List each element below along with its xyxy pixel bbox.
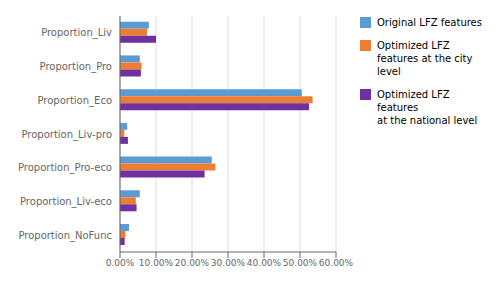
svg-text:0.00%: 0.00% [106, 258, 135, 268]
html-text:at the national level: at the national level [377, 115, 478, 126]
svg-text:Proportion_Liv: Proportion_Liv [41, 27, 112, 39]
svg-text:Proportion_Liv-pro: Proportion_Liv-pro [21, 129, 112, 141]
html-text:Optimized LFZ features: Optimized LFZ features [377, 89, 450, 113]
html-text:features at the city level: features at the city level [377, 53, 473, 77]
svg-text:60.00%: 60.00% [319, 258, 354, 268]
svg-text:Proportion_Pro: Proportion_Pro [40, 61, 112, 73]
html-text:Optimized LFZ: Optimized LFZ [377, 40, 450, 51]
svg-text:40.00%: 40.00% [247, 258, 282, 268]
svg-text:20.00%: 20.00% [175, 258, 210, 268]
svg-text:Proportion_Pro-eco: Proportion_Pro-eco [18, 162, 112, 174]
svg-text:10.00%: 10.00% [139, 258, 174, 268]
svg-text:30.00%: 30.00% [211, 258, 246, 268]
svg-text:Proportion_NoFunc: Proportion_NoFunc [18, 230, 112, 242]
svg-text:Proportion_Liv-eco: Proportion_Liv-eco [20, 196, 112, 208]
svg-text:Proportion_Eco: Proportion_Eco [37, 95, 112, 107]
svg-text:50.00%: 50.00% [283, 258, 318, 268]
html-text:Original LFZ features: Original LFZ features [377, 17, 482, 28]
